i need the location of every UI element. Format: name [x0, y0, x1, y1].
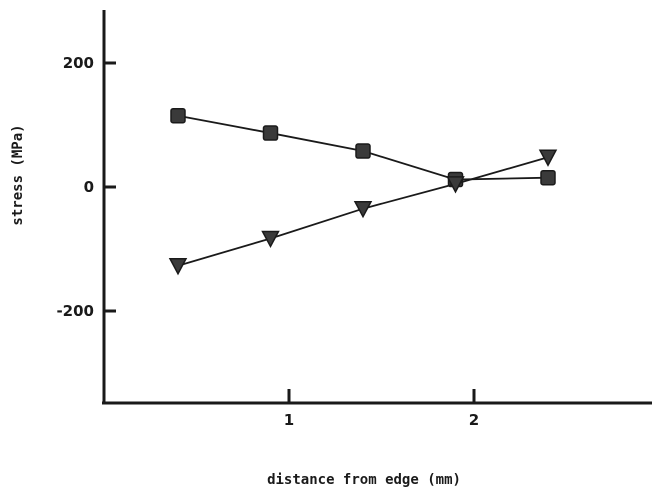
- ticks: 200 0 -200 1 2: [56, 54, 479, 429]
- series-triangle-down: [168, 149, 558, 276]
- series-square: [170, 107, 556, 188]
- square-marker: [540, 169, 556, 186]
- axes: [102, 10, 652, 405]
- triangle-down-marker: [446, 176, 465, 194]
- y-axis-title: stress (MPa): [10, 124, 26, 225]
- y-tick-label: 200: [63, 54, 94, 72]
- triangle-down-marker: [353, 200, 373, 219]
- x-tick-label: 2: [469, 411, 479, 429]
- square-marker: [355, 143, 371, 159]
- triangle-down-marker: [168, 257, 188, 276]
- square-marker: [262, 125, 279, 141]
- triangle-down-marker: [538, 149, 558, 167]
- x-tick-label: 1: [284, 411, 294, 429]
- triangle-down-marker: [261, 230, 280, 249]
- y-tick-label: 0: [84, 178, 94, 196]
- x-axis-title: distance from edge (mm): [267, 472, 461, 488]
- series-layer: [168, 107, 558, 276]
- square-marker: [170, 107, 186, 124]
- y-tick-label: -200: [56, 302, 94, 320]
